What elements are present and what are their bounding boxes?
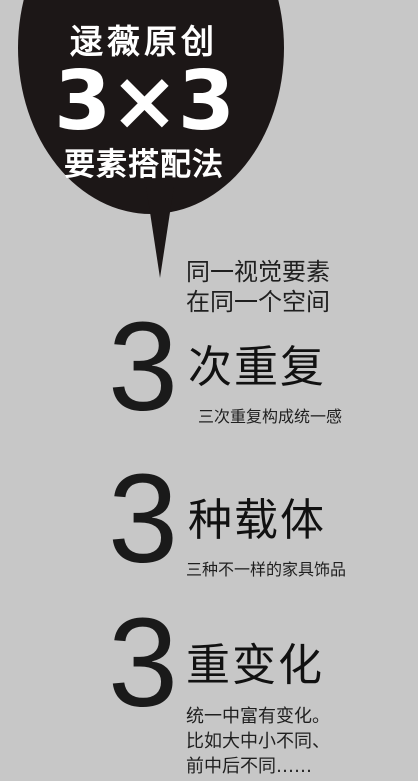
section-number: 3 <box>108 448 179 589</box>
bubble-big-title: 3×3 <box>54 54 235 149</box>
section-description-line-2: 比如大中小不同、 <box>186 731 330 752</box>
section-variations: 3 重变化 统一中富有变化。 比如大中小不同、 前中后不同…… <box>0 598 418 781</box>
section-description-line-3: 前中后不同…… <box>186 756 312 777</box>
bubble-subtitle: 要素搭配法 <box>64 147 224 183</box>
intro-text: 同一视觉要素 在同一个空间 <box>186 257 406 317</box>
section-heading: 种载体 <box>188 495 326 546</box>
section-repeat: 3 次重复 三次重复构成统一感 <box>0 300 418 440</box>
bubble-title: 逯薇原创 <box>70 22 218 61</box>
section-description-line-1: 统一中富有变化。 <box>186 706 330 727</box>
section-heading: 重变化 <box>186 640 324 691</box>
intro-line-2: 在同一个空间 <box>186 288 330 316</box>
section-description: 三次重复构成统一感 <box>198 407 343 426</box>
section-description: 三种不一样的家具饰品 <box>186 560 347 579</box>
intro-line-1: 同一视觉要素 <box>186 258 330 286</box>
section-number: 3 <box>108 296 179 437</box>
speech-bubble: 逯薇原创 3×3 要素搭配法 <box>0 0 418 300</box>
bubble-tail <box>146 186 174 278</box>
section-carriers: 3 种载体 三种不一样的家具饰品 <box>0 450 418 590</box>
section-heading: 次重复 <box>188 342 326 393</box>
section-number: 3 <box>108 592 179 733</box>
